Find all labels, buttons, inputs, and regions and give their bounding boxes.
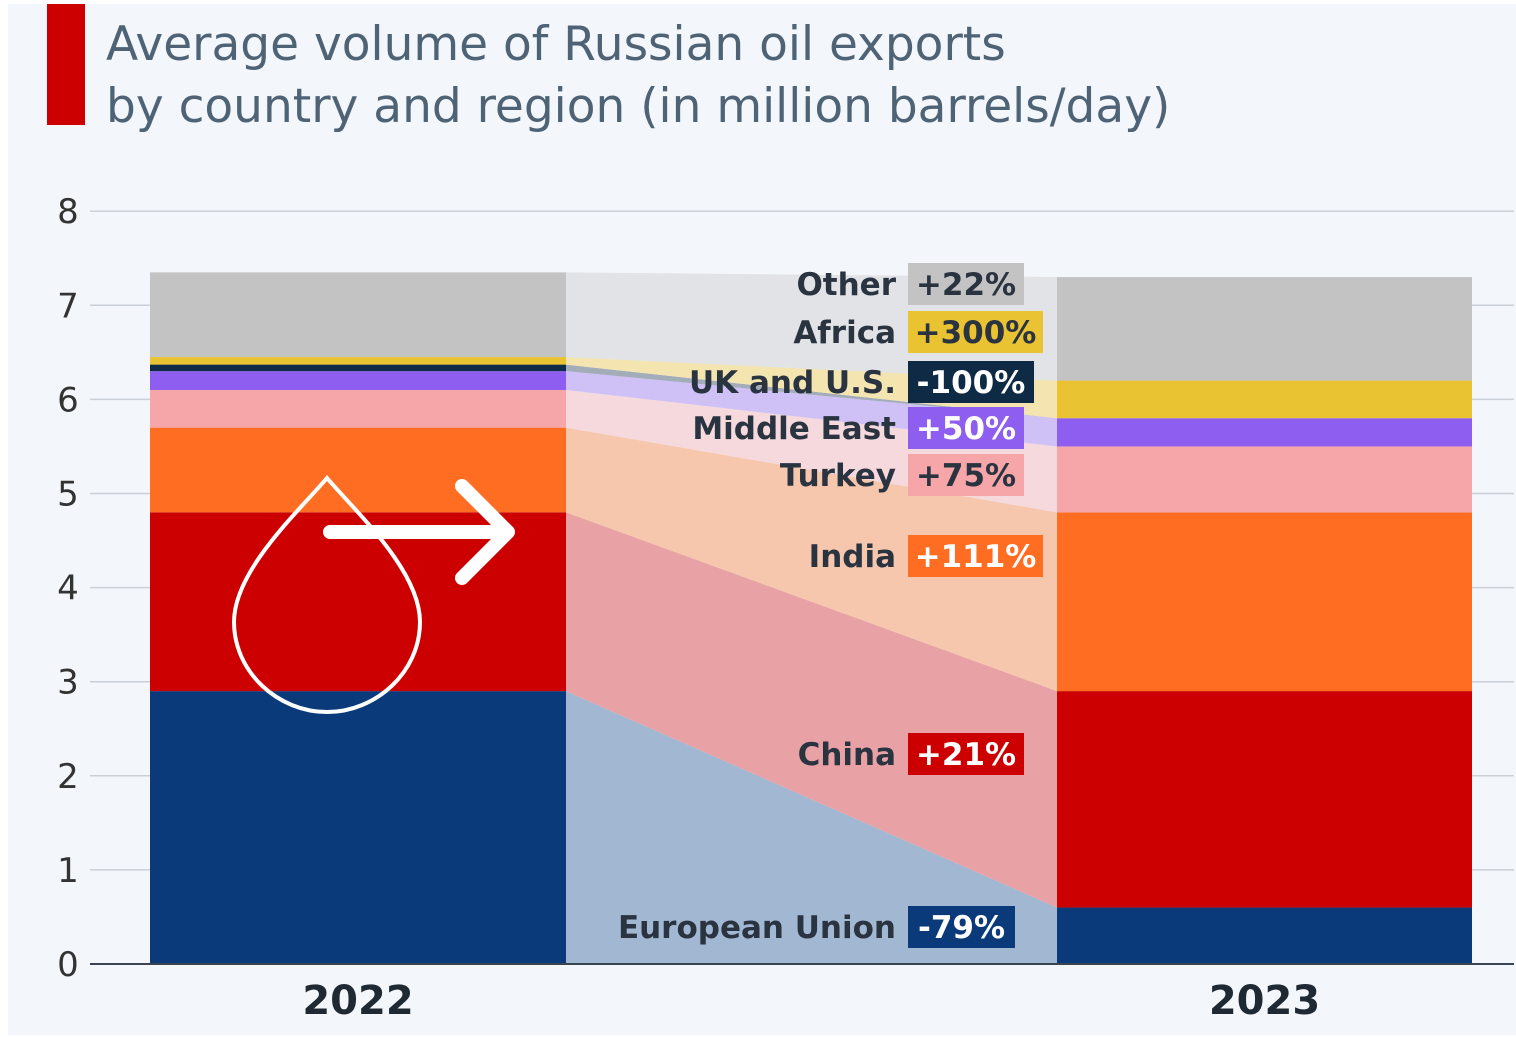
x-label-2022: 2022 xyxy=(302,978,413,1024)
series-label-turkey: Turkey xyxy=(780,458,896,494)
bar-2022-middle-east xyxy=(150,371,566,390)
y-tick-label-0: 0 xyxy=(57,945,79,985)
change-badge-turkey xyxy=(908,454,1024,496)
bar-2022-uk-and-u-s xyxy=(150,364,566,372)
bar-2023-other xyxy=(1057,277,1472,381)
y-tick-label-1: 1 xyxy=(57,851,79,891)
flow-band-china xyxy=(566,512,1057,908)
change-value-turkey: +75% xyxy=(916,458,1016,494)
bar-2022-turkey xyxy=(150,389,566,428)
y-tick-label-4: 4 xyxy=(57,569,79,609)
change-badge-european-union xyxy=(908,906,1015,948)
change-value-uk-and-u-s: -100% xyxy=(917,365,1026,401)
y-tick-label-7: 7 xyxy=(57,286,79,326)
change-value-middle-east: +50% xyxy=(916,411,1016,447)
title-accent-bar xyxy=(47,4,85,125)
series-label-european-union: European Union xyxy=(618,910,896,946)
bar-2022-other xyxy=(150,272,566,358)
bar-2023-china xyxy=(1057,691,1472,908)
chart-title-line-1: Average volume of Russian oil exports xyxy=(106,17,1006,72)
y-tick-label-2: 2 xyxy=(57,757,79,797)
bar-2023-middle-east xyxy=(1057,418,1472,447)
series-label-other: Other xyxy=(796,267,896,303)
chart-title: Average volume of Russian oil exports by… xyxy=(106,14,1486,138)
y-tick-label-5: 5 xyxy=(57,475,79,515)
bar-2023-turkey xyxy=(1057,446,1472,513)
x-label-2023: 2023 xyxy=(1209,978,1320,1024)
bar-2022-european-union xyxy=(150,691,566,964)
change-value-other: +22% xyxy=(916,267,1016,303)
series-label-africa: Africa xyxy=(793,315,896,351)
change-badge-india xyxy=(908,535,1043,577)
series-label-middle-east: Middle East xyxy=(692,411,896,447)
bar-2022-india xyxy=(150,427,566,513)
series-label-india: India xyxy=(809,539,896,575)
series-label-china: China xyxy=(798,737,896,773)
change-badge-other xyxy=(908,263,1024,305)
change-value-european-union: -79% xyxy=(918,910,1005,946)
bar-2023-european-union xyxy=(1057,907,1472,964)
change-value-india: +111% xyxy=(915,539,1037,575)
flow-band-uk-and-u-s xyxy=(566,364,1057,419)
y-tick-label-6: 6 xyxy=(57,380,79,420)
change-badge-uk-and-u-s xyxy=(908,361,1034,403)
y-tick-label-8: 8 xyxy=(57,192,79,232)
flow-band-european-union xyxy=(566,691,1057,964)
change-badge-africa xyxy=(908,311,1043,353)
bar-2023-india xyxy=(1057,512,1472,692)
change-badge-middle-east xyxy=(908,407,1024,449)
arrow-right-icon xyxy=(323,479,515,585)
change-value-africa: +300% xyxy=(915,315,1037,351)
series-label-uk-and-u-s: UK and U.S. xyxy=(689,365,896,401)
chart-title-line-2: by country and region (in million barrel… xyxy=(106,79,1171,134)
change-badge-china xyxy=(908,733,1024,775)
oil-drop-icon xyxy=(231,474,423,715)
bar-2023-africa xyxy=(1057,380,1472,419)
y-tick-label-3: 3 xyxy=(57,663,79,703)
bar-2022-africa xyxy=(150,357,566,365)
change-value-china: +21% xyxy=(916,737,1016,773)
